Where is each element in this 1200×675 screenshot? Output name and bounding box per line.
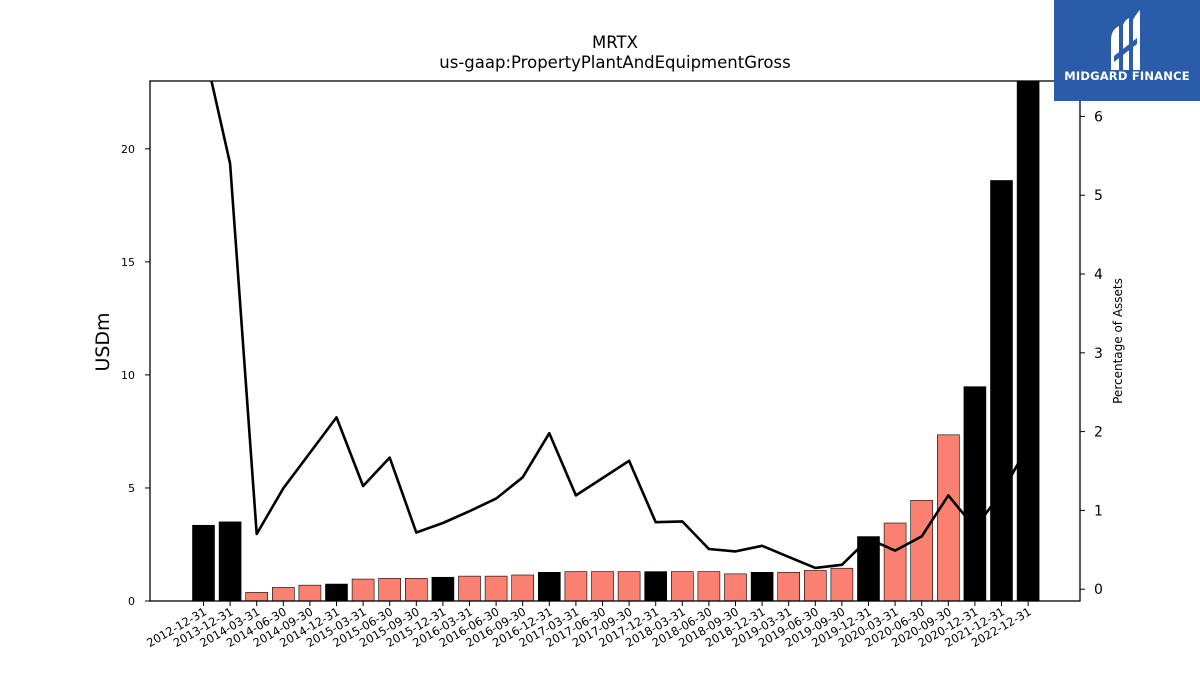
chart-subtitle: us-gaap:PropertyPlantAndEquipmentGross [439,53,790,72]
bar-2018-06-30 [697,571,721,602]
bar-2015-03-31 [351,578,375,602]
y2-tick-label: 0 [1094,582,1103,598]
bar-2015-12-31 [431,576,455,602]
y2-tick-label: 5 [1094,188,1103,204]
midgard-logo-icon [1111,10,1140,70]
bar-2018-12-31 [750,571,774,602]
bar-2017-06-30 [591,571,614,602]
bars-layer [192,80,1040,602]
y-tick-label: 5 [128,482,135,495]
bar-2019-09-30 [830,567,854,602]
bar-2018-09-30 [724,573,747,602]
bar-2017-12-31 [644,571,668,602]
bar-2017-03-31 [564,571,588,602]
bar-2022-12-31 [1016,80,1040,602]
y-axis-label: USDm [92,312,114,371]
left-axis: 0 5 10 15 20 [121,143,150,608]
line-layer [210,81,1030,570]
bar-2016-06-30 [484,575,508,602]
bar-2014-09-30 [298,584,322,602]
chart-title: MRTX [592,33,638,52]
y-tick-label: 20 [121,143,135,156]
bar-2017-09-30 [617,571,641,602]
bar-2016-12-31 [537,571,561,602]
y-tick-label: 15 [121,256,135,269]
bar-2014-06-30 [271,587,295,602]
bar-2015-09-30 [404,578,428,602]
bar-2019-06-30 [803,570,827,602]
logo-text: MIDGARD FINANCE [1064,69,1190,83]
bar-2020-03-31 [883,522,907,602]
x-axis: 2012-12-312013-12-312014-03-312014-06-30… [144,601,1034,650]
right-axis: 0 1 2 3 4 5 6 [1080,109,1103,598]
y-tick-label: 0 [128,595,135,608]
percentage-of-assets-line [210,81,1030,570]
y2-tick-label: 2 [1094,425,1103,441]
bar-2014-12-31 [325,583,348,602]
bar-2020-12-31 [963,386,987,602]
bar-2020-09-30 [936,434,960,602]
bar-2013-12-31 [218,521,242,602]
y2-axis-label: Percentage of Assets [1111,278,1125,404]
bar-2014-03-31 [245,592,268,602]
bar-2016-03-31 [458,575,481,602]
bar-2020-06-30 [910,500,934,602]
y2-tick-label: 1 [1094,503,1103,519]
y-tick-label: 10 [121,369,135,382]
bar-2012-12-31 [192,524,215,602]
midgard-finance-logo: MIDGARD FINANCE [1054,0,1200,101]
y2-tick-label: 6 [1094,109,1103,125]
y2-tick-label: 4 [1094,267,1103,283]
bar-2018-03-31 [670,571,694,602]
plot-frame [149,80,1081,602]
y2-tick-label: 3 [1094,346,1103,362]
bar-2015-06-30 [378,578,402,602]
bar-2021-12-31 [990,180,1013,602]
bar-2019-03-31 [777,571,801,602]
bar-2016-09-30 [511,574,535,602]
